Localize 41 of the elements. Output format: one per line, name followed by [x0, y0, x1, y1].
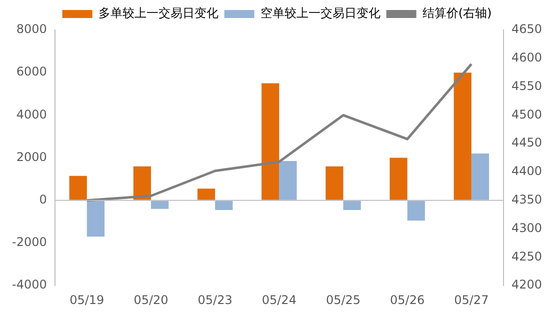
y2-tick-label: 4500	[511, 107, 542, 122]
x-tick-label: 05/19	[70, 292, 104, 307]
bar	[454, 72, 472, 200]
bar	[343, 200, 361, 210]
bar	[133, 166, 151, 200]
bar	[407, 200, 425, 221]
y2-tick-label: 4300	[511, 220, 542, 235]
y2-tick-label: 4350	[511, 192, 542, 207]
y2-tick-label: 4400	[511, 164, 542, 178]
x-tick-label: 05/25	[326, 292, 361, 307]
bar	[197, 188, 216, 200]
y2-tick-label: 4650	[511, 22, 542, 36]
legend-label: 多单较上一交易日变化	[98, 6, 218, 20]
y-tick-label: 4000	[16, 107, 47, 122]
bar	[279, 160, 297, 200]
y2-tick-label: 4550	[511, 78, 542, 93]
bar	[215, 200, 233, 210]
bar	[262, 83, 280, 200]
bar	[326, 166, 344, 200]
y-tick-label: 8000	[16, 22, 47, 36]
bar	[69, 176, 87, 200]
x-tick-label: 05/27	[454, 292, 489, 307]
y-tick-label: -2000	[12, 235, 47, 250]
y-tick-label: 2000	[16, 150, 47, 164]
bar	[150, 200, 169, 209]
y2-tick-label: 4450	[511, 136, 542, 150]
x-tick-label: 05/20	[134, 292, 168, 307]
y-tick-label: -4000	[12, 278, 47, 292]
y-tick-label: 6000	[16, 64, 47, 79]
bar	[471, 154, 490, 200]
x-tick-label: 05/23	[198, 292, 232, 307]
legend-label: 空单较上一交易日变化	[260, 6, 380, 20]
x-tick-label: 05/24	[262, 292, 296, 307]
x-tick-label: 05/26	[390, 292, 425, 307]
y2-tick-label: 4600	[511, 50, 542, 65]
bar	[86, 200, 105, 237]
y-tick-label: 0	[39, 192, 47, 207]
y2-tick-label: 4200	[511, 278, 542, 292]
bar	[390, 158, 408, 200]
legend-label: 结算价(右轴)	[422, 6, 492, 20]
y2-tick-label: 4250	[511, 249, 542, 264]
